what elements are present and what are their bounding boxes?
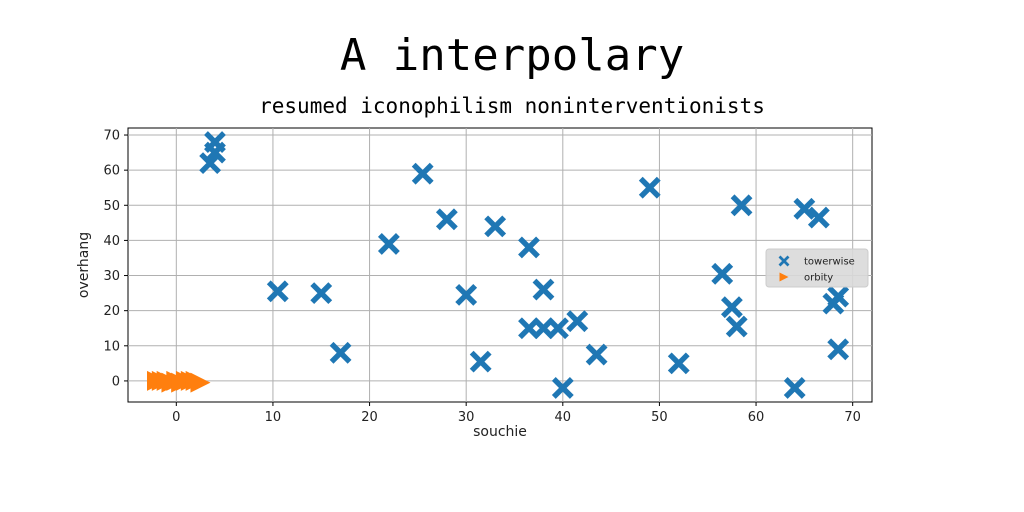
data-point — [807, 206, 830, 229]
y-tick-label: 20 — [103, 304, 120, 319]
x-axis-label: souchie — [473, 424, 527, 440]
data-point — [585, 343, 608, 366]
series-towerwise — [199, 131, 850, 399]
data-point — [310, 282, 333, 305]
data-point — [435, 208, 458, 231]
data-point — [455, 283, 478, 306]
x-tick-label: 20 — [361, 410, 378, 425]
data-point — [377, 233, 400, 255]
data-point — [793, 197, 816, 220]
data-point — [827, 285, 850, 308]
legend-marker — [778, 255, 790, 267]
data-point — [199, 152, 222, 175]
data-point — [532, 278, 555, 301]
x-axis-ticks: 0 10 20 30 40 50 60 70 — [172, 402, 861, 425]
y-tick-label: 10 — [103, 339, 120, 354]
data-point — [720, 296, 743, 319]
data-point — [667, 352, 690, 375]
data-point — [827, 338, 850, 361]
x-tick-label: 60 — [748, 410, 765, 425]
data-point — [266, 280, 289, 303]
legend-label: orbity — [804, 273, 833, 284]
chart-title: A interpolary — [339, 30, 685, 81]
y-axis-label: overhang — [76, 232, 92, 298]
data-point — [411, 162, 434, 185]
data-point — [730, 194, 753, 217]
data-point — [783, 377, 806, 399]
x-tick-label: 0 — [172, 410, 180, 425]
data-point — [518, 236, 540, 259]
data-point — [469, 350, 492, 373]
legend: towerwise orbity — [765, 248, 869, 288]
y-tick-label: 60 — [103, 164, 120, 179]
legend-marker — [779, 272, 789, 282]
plot-area: 0 10 20 30 40 50 60 70 0 10 20 30 40 50 60 70 — [103, 127, 873, 425]
chart-subtitle: resumed iconophilism noninterventionists — [259, 94, 765, 118]
y-tick-label: 50 — [103, 199, 120, 214]
y-axis-ticks: 0 10 20 30 40 50 60 70 — [103, 129, 128, 389]
plot-frame — [127, 127, 873, 403]
data-point — [329, 341, 352, 364]
legend-box — [765, 248, 869, 288]
y-tick-label: 30 — [103, 269, 120, 284]
data-point — [566, 310, 589, 333]
data-point — [547, 317, 569, 340]
data-marks — [146, 131, 850, 399]
y-tick-label: 70 — [103, 129, 120, 144]
data-point — [638, 176, 661, 199]
x-tick-label: 40 — [555, 410, 572, 425]
x-tick-label: 50 — [651, 410, 668, 425]
y-tick-label: 40 — [103, 234, 120, 249]
x-tick-label: 10 — [265, 410, 282, 425]
legend-label: towerwise — [804, 257, 855, 268]
data-point — [484, 215, 507, 238]
y-tick-label: 0 — [112, 374, 120, 389]
x-tick-label: 30 — [458, 410, 475, 425]
data-point — [711, 262, 734, 285]
data-point — [190, 372, 211, 393]
x-tick-label: 70 — [844, 410, 861, 425]
series-orbity — [146, 370, 211, 393]
data-point — [725, 315, 748, 338]
data-point — [551, 377, 574, 399]
